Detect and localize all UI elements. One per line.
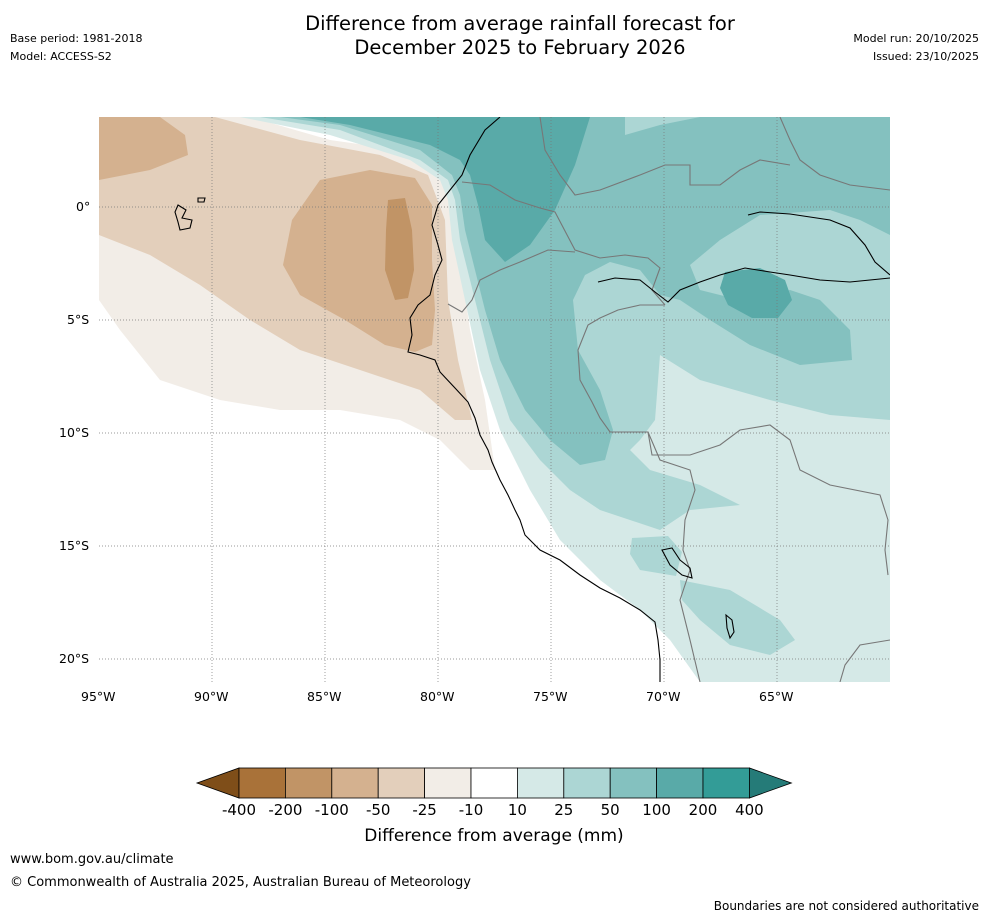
colorbar-tick-label: 25 — [554, 801, 574, 819]
colorbar-swatch — [470, 767, 518, 799]
lat-label-5s: 5°S — [67, 312, 90, 327]
model-name: Model: ACCESS-S2 — [10, 50, 112, 63]
title-line-2: December 2025 to February 2026 — [354, 36, 686, 59]
anomaly-wet-50-100 — [280, 117, 890, 465]
lon-label-75w: 75°W — [533, 689, 568, 704]
footer-disclaimer: Boundaries are not considered authoritat… — [713, 899, 979, 913]
map-title: Difference from average rainfall forecas… — [0, 12, 988, 60]
colorbar-tick-label: -25 — [412, 801, 437, 819]
lon-label-70w: 70°W — [646, 689, 681, 704]
colorbar-tick-label: -50 — [365, 801, 391, 819]
lat-label-10s: 10°S — [59, 425, 90, 440]
lon-label-65w: 65°W — [759, 689, 794, 704]
model-run: Model run: 20/10/2025 — [853, 32, 979, 45]
colorbar-swatch — [377, 767, 426, 799]
colorbar-tick-label: 200 — [688, 801, 718, 819]
footer-copyright: © Commonwealth of Australia 2025, Austra… — [10, 875, 471, 890]
colorbar-arrow-high — [749, 767, 793, 799]
colorbar-tick-label: 400 — [735, 801, 764, 819]
lon-label-80w: 80°W — [420, 689, 455, 704]
graticule — [99, 117, 890, 682]
lon-label-90w: 90°W — [194, 689, 229, 704]
colorbar-swatch — [331, 767, 379, 799]
colorbar-swatch — [284, 767, 333, 799]
colorbar-swatch — [609, 767, 658, 799]
colorbar-tick-label: -200 — [268, 801, 303, 819]
colorbar-swatch — [517, 767, 565, 799]
anomaly-wet-100-200 — [300, 117, 792, 318]
lat-label-20s: 20°S — [59, 651, 90, 666]
base-period: Base period: 1981-2018 — [10, 32, 143, 45]
colorbar-swatch — [563, 767, 611, 799]
anomaly-dry-100-200 — [385, 198, 414, 300]
colorbar — [195, 767, 793, 799]
colorbar-tick-label: -10 — [458, 801, 484, 819]
colorbar-tick-label: 50 — [600, 801, 620, 819]
anomaly-dry-50-100 — [99, 117, 435, 352]
issued-date: Issued: 23/10/2025 — [872, 50, 979, 63]
colorbar-tick-label: -400 — [221, 801, 257, 819]
lon-label-95w: 95°W — [81, 689, 116, 704]
colorbar-swatch — [424, 767, 472, 799]
colorbar-label: Difference from average (mm) — [364, 826, 624, 846]
colorbar-tick-label: 10 — [507, 801, 527, 819]
colorbar-arrow-low — [195, 767, 240, 799]
colorbar-swatch — [238, 767, 286, 799]
colorbar-tick-label: 100 — [642, 801, 671, 819]
colorbar-tick-label: -100 — [314, 801, 349, 819]
colorbar-swatch — [702, 767, 750, 799]
lat-label-15s: 15°S — [59, 538, 90, 553]
title-line-1: Difference from average rainfall forecas… — [305, 12, 735, 35]
lat-label-0: 0° — [76, 199, 91, 214]
coastline — [174, 117, 890, 682]
country-borders — [447, 117, 890, 682]
footer-url: www.bom.gov.au/climate — [10, 852, 174, 867]
lon-label-85w: 85°W — [307, 689, 342, 704]
colorbar-swatch — [656, 767, 704, 799]
